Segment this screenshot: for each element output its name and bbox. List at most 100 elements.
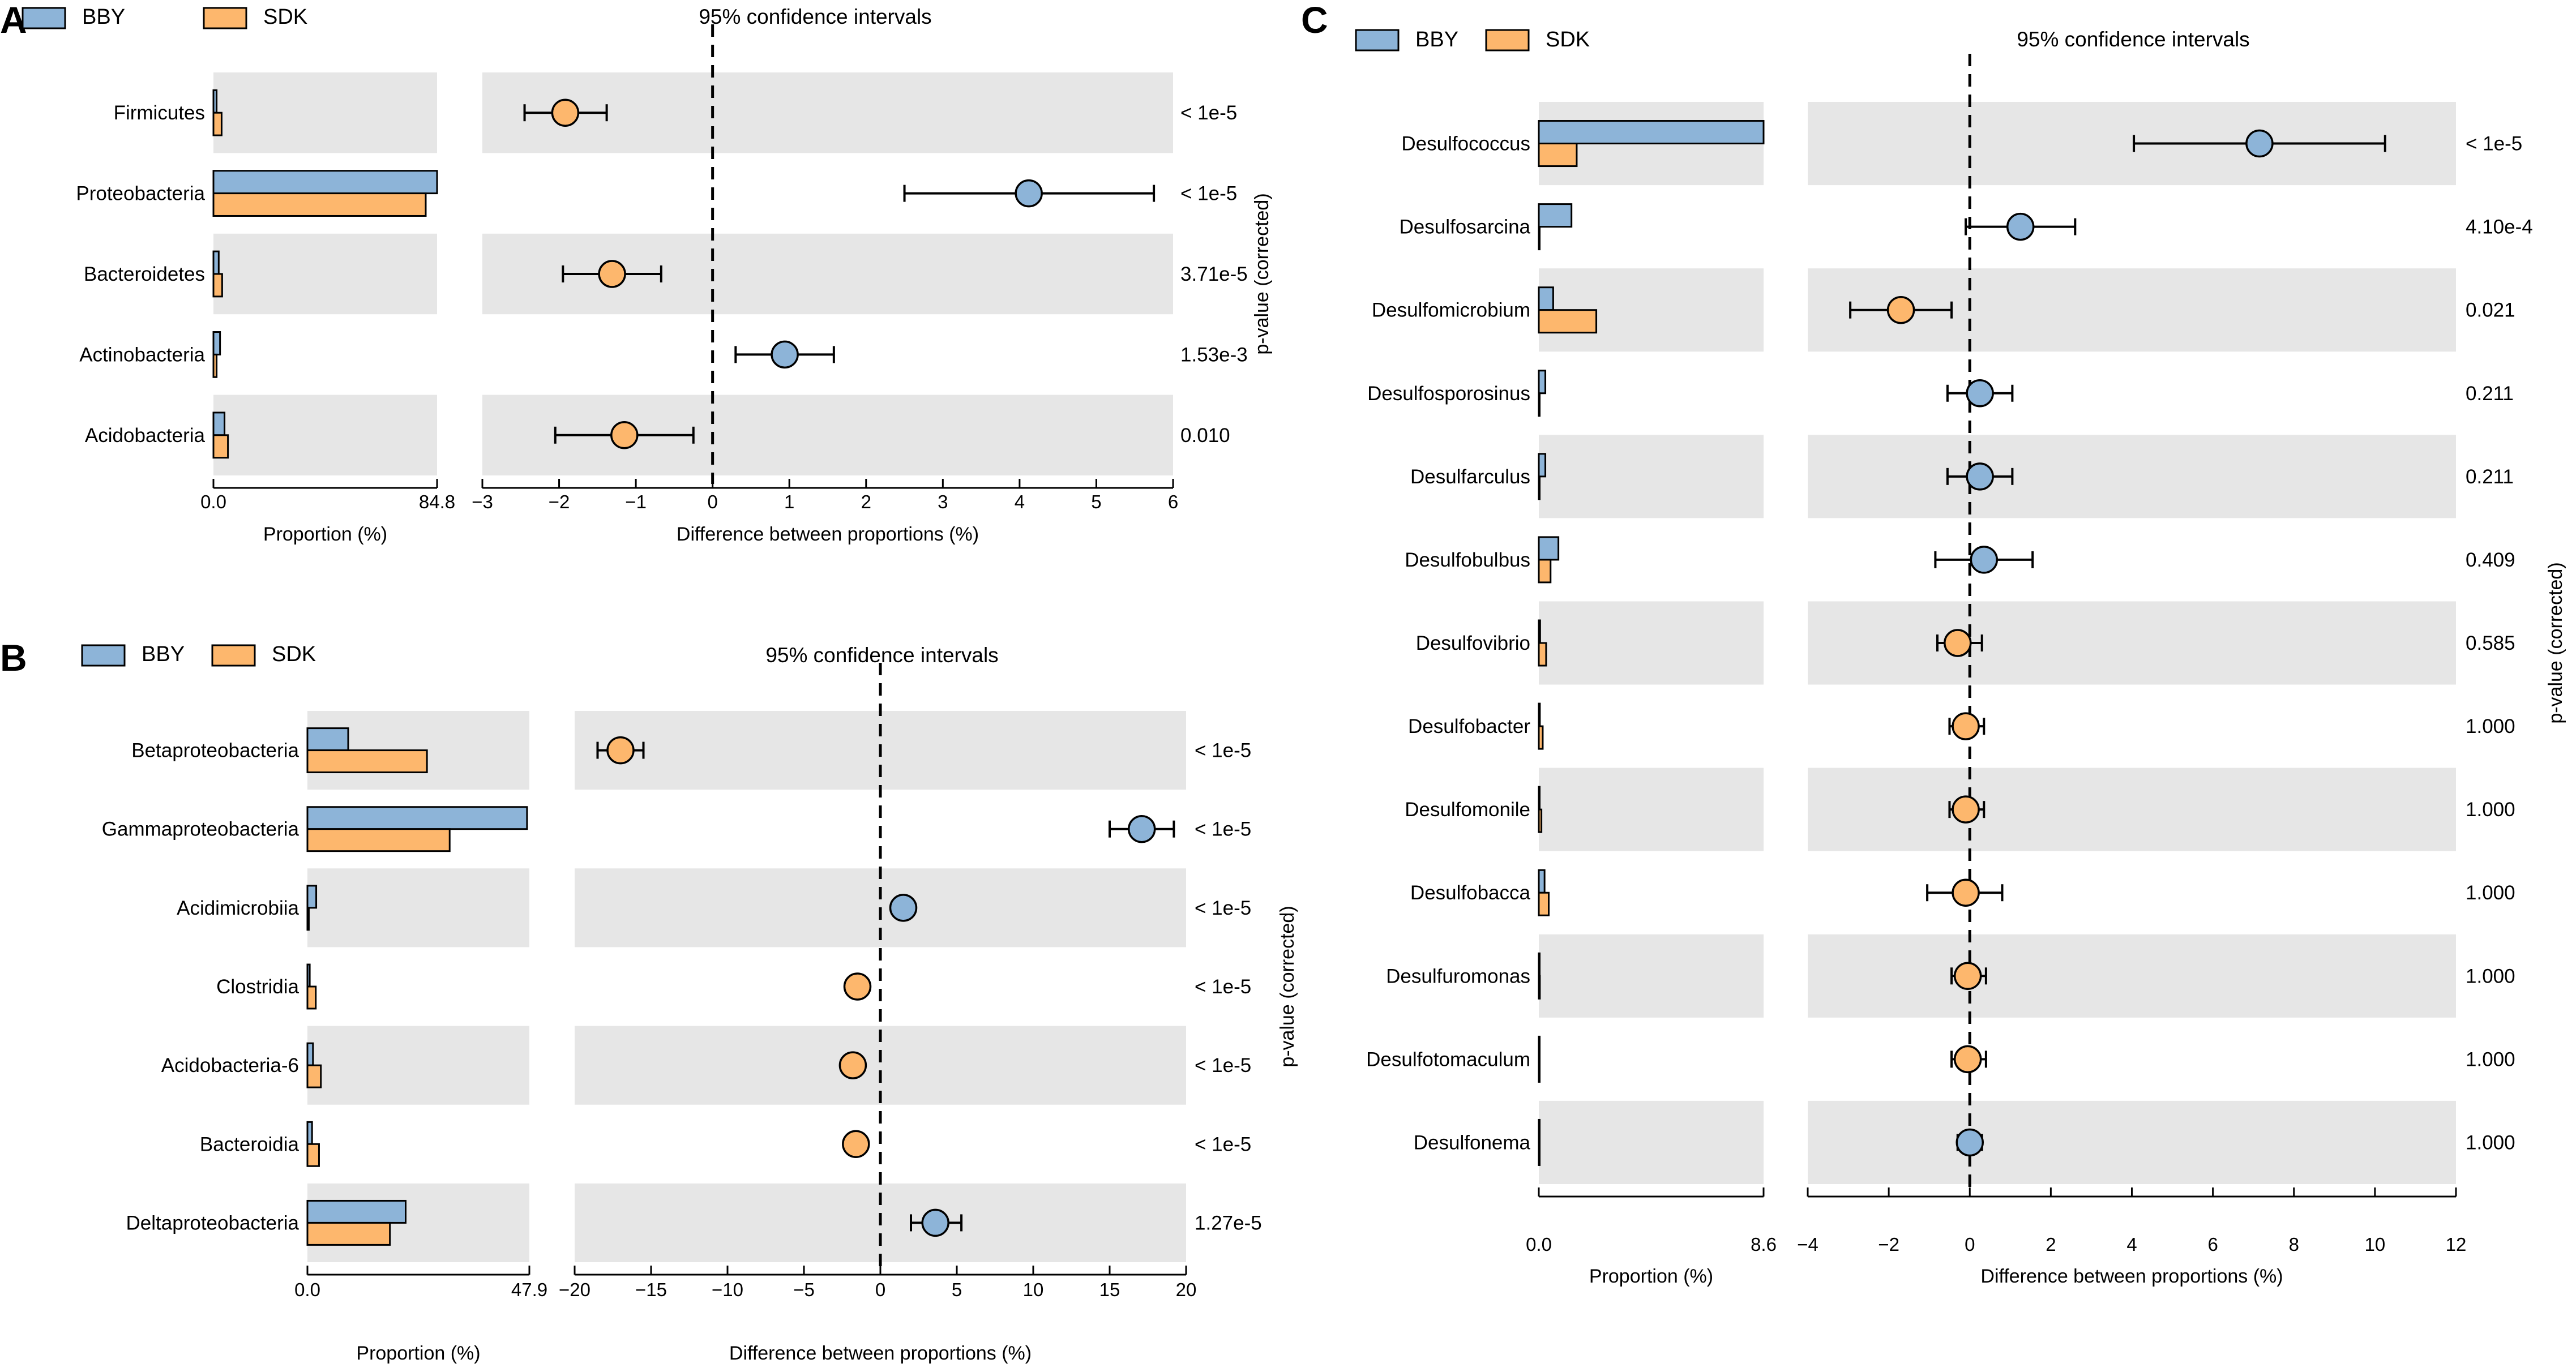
stripe-prop	[1539, 435, 1764, 518]
bar-bby	[1538, 869, 1546, 894]
diff-tick-label: 2	[861, 491, 871, 512]
stripe-prop	[213, 233, 437, 315]
bar-sdk	[306, 749, 428, 774]
legend-label-bby: BBY	[142, 642, 185, 666]
p-value: 1.000	[2466, 965, 2515, 987]
p-value-axis-label: p-value (corrected)	[1251, 193, 1273, 354]
diff-tick-label: 10	[1023, 1279, 1044, 1300]
diff-marker	[1953, 962, 1982, 991]
panel-label: B	[0, 637, 27, 679]
diff-tick-label: −2	[1878, 1234, 1899, 1255]
bar-sdk	[1538, 392, 1541, 417]
bar-bby	[306, 727, 349, 752]
stripe-diff	[1808, 1100, 2456, 1184]
bar-sdk	[212, 112, 222, 136]
diff-marker	[1952, 795, 1980, 824]
diff-tick-label: −15	[635, 1279, 667, 1300]
stripe-diff	[1808, 934, 2456, 1018]
diff-marker	[1015, 179, 1043, 208]
diff-marker	[889, 894, 918, 922]
diff-tick-label: −2	[549, 491, 570, 512]
p-value: < 1e-5	[1195, 976, 1251, 998]
category-label: Desulfotomaculum	[1366, 1048, 1530, 1070]
bar-bby	[1538, 536, 1560, 561]
bar-sdk	[1538, 559, 1552, 584]
p-value: < 1e-5	[1195, 1054, 1251, 1077]
bar-bby	[1538, 370, 1547, 395]
legend-swatch-bby	[81, 644, 126, 667]
bar-sdk	[1538, 725, 1544, 750]
bar-bby	[1538, 1035, 1541, 1060]
p-value: 1.27e-5	[1195, 1212, 1262, 1234]
legend-swatch-bby	[22, 7, 66, 29]
bar-sdk	[1538, 975, 1541, 1000]
stripe-prop	[1539, 601, 1764, 685]
stripe-diff	[1808, 435, 2456, 518]
diff-tick-label: 6	[1168, 491, 1178, 512]
p-value: < 1e-5	[1195, 818, 1251, 841]
diff-marker	[606, 736, 635, 765]
panel-b: B BBY SDK 95% confidence intervals Betaprote…	[0, 637, 1298, 1364]
diff-tick-label: −3	[472, 491, 493, 512]
diff-tick-label: −4	[1797, 1234, 1818, 1255]
stripe-prop	[213, 72, 437, 153]
diff-axis-label: Difference between proportions (%)	[1980, 1266, 2283, 1287]
p-value: 1.53e-3	[1180, 344, 1248, 366]
bar-bby	[212, 250, 220, 275]
diff-marker	[1952, 712, 1980, 740]
bar-bby	[1538, 702, 1541, 727]
stripe-prop	[1539, 768, 1764, 851]
category-label: Acidimicrobiia	[177, 897, 299, 919]
diff-marker	[1127, 814, 1156, 843]
bar-bby	[306, 1042, 314, 1066]
diff-marker	[1955, 1128, 1984, 1157]
bar-bby	[212, 170, 438, 195]
diff-marker	[838, 1051, 867, 1079]
stripe-prop	[1539, 1100, 1764, 1184]
panel-a: A BBY SDK 95% confidence intervalsFirmicute…	[0, 0, 1273, 545]
p-value: < 1e-5	[2466, 133, 2522, 155]
category-label: Desulfobulbus	[1405, 549, 1530, 571]
prop-tick-label: 0.0	[294, 1279, 320, 1300]
category-label: Desulfomicrobium	[1372, 299, 1530, 321]
bar-bby	[1538, 453, 1547, 478]
category-label: Desulfococcus	[1401, 133, 1530, 155]
diff-tick-label: 0	[1965, 1234, 1975, 1255]
bar-bby	[1538, 203, 1573, 228]
category-label: Firmicutes	[114, 102, 205, 124]
bar-sdk	[1538, 226, 1541, 251]
p-value: 3.71e-5	[1180, 263, 1248, 285]
bar-bby	[212, 411, 226, 436]
bar-sdk	[1538, 642, 1547, 667]
diff-marker	[1886, 295, 1915, 324]
bar-bby	[1538, 1118, 1541, 1143]
stripe-prop	[1539, 934, 1764, 1018]
prop-tick-label: 84.8	[419, 491, 455, 512]
diff-marker	[842, 1130, 870, 1159]
bar-sdk	[306, 907, 310, 931]
p-value: 0.021	[2466, 299, 2515, 321]
p-value: 0.409	[2466, 549, 2515, 571]
diff-tick-label: 6	[2207, 1234, 2218, 1255]
p-value: 0.010	[1180, 425, 1230, 447]
bar-sdk	[1538, 309, 1598, 334]
p-value: 4.10e-4	[2466, 216, 2533, 238]
p-value: 0.211	[2466, 383, 2514, 405]
diff-tick-label: 10	[2365, 1234, 2386, 1255]
category-label: Desulfobacter	[1408, 715, 1530, 738]
stripe-prop	[307, 868, 529, 947]
legend-swatch-sdk	[203, 7, 247, 29]
diff-tick-label: −5	[793, 1279, 815, 1300]
panel-label: C	[1301, 0, 1328, 41]
diff-tick-label: 3	[938, 491, 948, 512]
bar-sdk	[212, 434, 229, 459]
bar-sdk	[306, 1064, 322, 1088]
prop-axis-label: Proportion (%)	[356, 1343, 480, 1364]
diff-marker	[843, 972, 872, 1001]
bar-bby	[306, 806, 528, 830]
p-value: < 1e-5	[1195, 740, 1251, 762]
diff-tick-label: 12	[2446, 1234, 2467, 1255]
ci-title: 95% confidence intervals	[699, 5, 931, 28]
diff-marker	[598, 260, 626, 288]
diff-marker	[1953, 1045, 1982, 1074]
